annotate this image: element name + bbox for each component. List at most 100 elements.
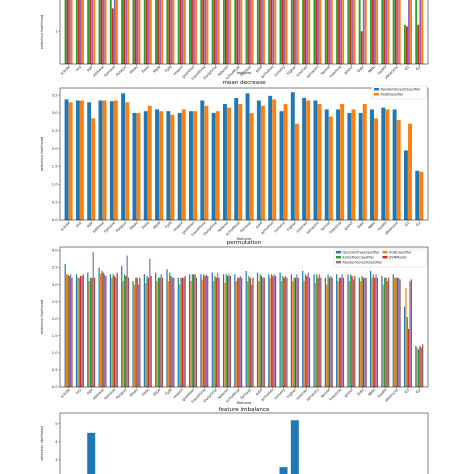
bar: [211, 112, 216, 220]
bar: [336, 109, 340, 220]
bar: [283, 277, 285, 387]
bar: [292, 281, 294, 387]
bar: [327, 274, 329, 387]
bar: [324, 277, 326, 387]
bar: [296, 0, 299, 64]
bar: [324, 109, 329, 220]
bar: [410, 0, 412, 64]
bar: [125, 102, 130, 220]
bar: [109, 101, 114, 220]
bar: [260, 276, 263, 387]
bar: [365, 277, 367, 387]
bar: [292, 0, 295, 64]
bar: [170, 0, 173, 64]
bar: [222, 104, 227, 220]
y-tick-label: 3.5: [52, 266, 58, 270]
bar: [125, 276, 127, 387]
bar: [286, 277, 288, 387]
bar: [161, 0, 164, 64]
bar: [249, 112, 254, 220]
x-tick-label: Fjob: [165, 387, 174, 396]
bar: [340, 277, 342, 387]
x-tick-label: famsup: [240, 387, 253, 400]
bar: [64, 99, 69, 220]
bar: [281, 0, 284, 64]
bar: [132, 0, 135, 64]
bar: [155, 272, 157, 387]
x-axis-label: features: [237, 71, 252, 75]
bar: [222, 274, 225, 387]
y-axis-label: selection likelihood: [40, 426, 44, 460]
x-tick-label: goout: [344, 387, 355, 398]
bar: [227, 0, 229, 64]
bar: [313, 274, 315, 387]
bar: [239, 276, 241, 387]
bar: [268, 274, 270, 387]
bar: [347, 112, 352, 220]
bar: [340, 104, 345, 220]
bar: [111, 277, 113, 387]
bar: [349, 0, 352, 64]
bar: [147, 105, 152, 220]
bar: [403, 150, 408, 220]
bar: [137, 284, 140, 387]
bar: [113, 100, 118, 220]
x-tick-label: famsup: [240, 220, 253, 233]
bar: [166, 0, 169, 64]
bar: [358, 112, 363, 220]
bar: [214, 276, 216, 387]
bar: [396, 0, 399, 64]
bar: [201, 279, 203, 387]
bar: [215, 0, 218, 64]
bar: [134, 0, 137, 64]
y-tick-label: 2.5: [52, 129, 58, 133]
bar: [351, 276, 353, 387]
bar: [213, 281, 215, 387]
legend-label: XGBClassifier: [389, 250, 412, 254]
bar: [82, 0, 84, 64]
bar: [251, 284, 253, 387]
y-tick-label: 1: [55, 29, 57, 33]
bar: [386, 281, 388, 387]
bar: [279, 467, 288, 474]
bar: [147, 0, 150, 64]
bar: [410, 279, 412, 387]
bar: [348, 281, 350, 387]
bar: [132, 281, 134, 387]
bar: [78, 277, 80, 387]
x-tick-label: romantic: [306, 221, 320, 235]
bar: [143, 274, 145, 387]
bar: [394, 0, 397, 64]
bar: [70, 274, 72, 387]
x-tick-label: G1: [404, 388, 410, 394]
bar: [225, 274, 227, 387]
bar: [105, 276, 107, 387]
bar: [296, 274, 298, 387]
bar: [190, 281, 192, 387]
panel-permutation: permutation 0.0 0.5 1.0 1.5 2.0 2.5 3.0 3.5 4.0 se…: [40, 240, 429, 405]
bar: [81, 276, 83, 387]
bar: [419, 0, 422, 64]
bar: [337, 281, 339, 387]
bar: [135, 277, 137, 387]
bar: [272, 276, 274, 387]
x-tick-label: famsize: [103, 220, 116, 233]
bar: [353, 0, 356, 64]
x-tick-label: Fjob: [165, 64, 174, 73]
bar: [336, 0, 338, 64]
bar: [362, 277, 364, 387]
bar: [374, 118, 379, 220]
bar: [111, 8, 114, 64]
bar: [302, 97, 307, 220]
bar: [284, 276, 287, 387]
bar: [419, 171, 424, 220]
bar: [159, 277, 161, 387]
bar: [374, 0, 376, 64]
legend-label: SVMModel: [389, 255, 407, 259]
bar: [150, 276, 152, 387]
legend-label: RandomForestClassifier: [381, 87, 422, 91]
x-tick-label: Medu: [129, 65, 139, 75]
bar: [282, 276, 284, 387]
bar: [342, 277, 345, 387]
bar: [70, 0, 73, 64]
